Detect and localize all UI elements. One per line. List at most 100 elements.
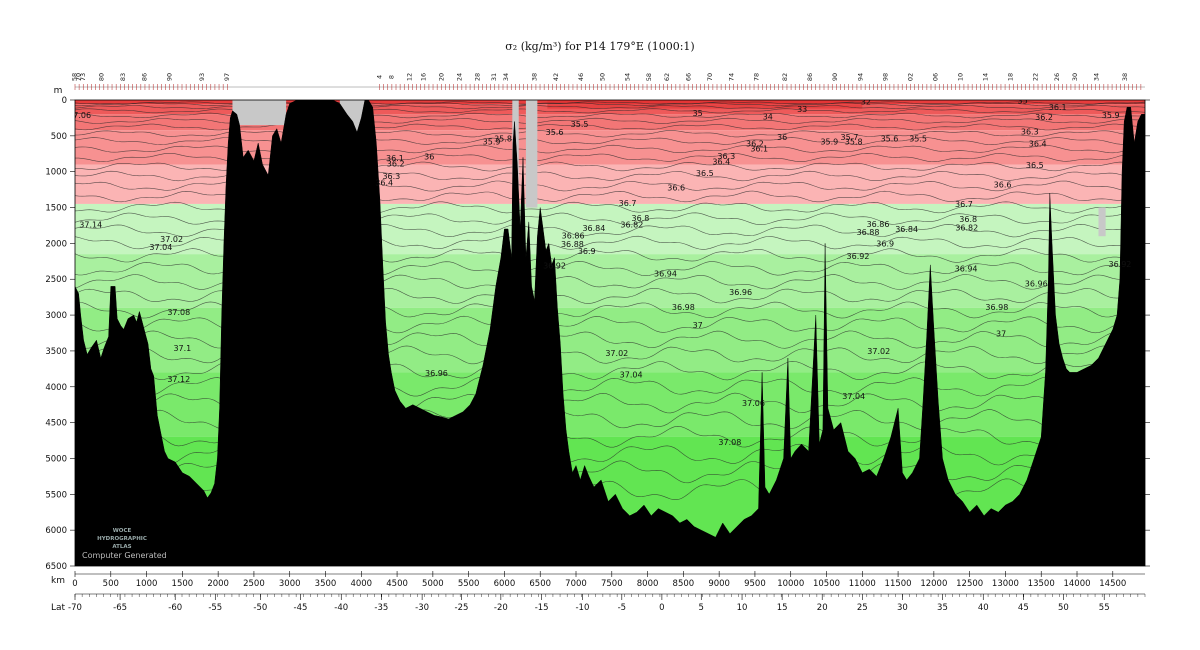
contour-label: 36.84: [582, 224, 605, 233]
station-label: 90: [831, 73, 839, 81]
lat-tick-label: -20: [494, 603, 508, 613]
station-label: 14: [982, 73, 990, 81]
lat-tick-label: -5: [618, 603, 626, 613]
contour-label: 36: [424, 153, 434, 162]
contour-label: 35: [693, 109, 703, 118]
x-tick-label: 13500: [1028, 579, 1055, 589]
x-tick-label: 1500: [172, 579, 194, 589]
density-band: [75, 104, 1145, 115]
contour-label: 36.5: [1026, 161, 1044, 170]
contour-line: [75, 152, 1145, 163]
lat-tick-label: -45: [294, 603, 308, 613]
x-tick-label: 1000: [136, 579, 158, 589]
x-axis: km 0 500 1000 1500 2000 2500 3000 3500 4000 4500 50…: [51, 571, 1145, 589]
x-tick-label: 5500: [458, 579, 480, 589]
y-tick-label: 4500: [45, 419, 67, 429]
x-tick-label: 13000: [992, 579, 1019, 589]
station-label: 22: [1032, 73, 1040, 81]
x-tick-label: 7000: [565, 579, 587, 589]
contour-label: 36.88: [857, 228, 880, 237]
lat-tick-label: 40: [978, 603, 989, 613]
contour-label: 35.6: [881, 135, 899, 144]
station-label: 83: [119, 73, 127, 81]
station-label: 66: [685, 73, 693, 81]
contour-label: 36.2: [1035, 113, 1053, 122]
contour-label: 37.04: [842, 392, 865, 401]
station-label: 06: [931, 73, 939, 81]
watermark-line-1: WOCE: [113, 528, 132, 534]
y-tick-label: 3000: [45, 311, 67, 321]
y-axis: m0 500 1000 1500 2000 2500 3000 3500 4000 4500 500…: [45, 86, 75, 572]
contour-labels: 7.0637.1437.0237.0437.0837.137.1236.136.…: [75, 97, 1131, 447]
contour-label: 37.04: [620, 370, 643, 379]
y-tick-label: 6000: [45, 526, 67, 536]
contour-label: 36.4: [712, 158, 730, 167]
x-tick-label: 7500: [601, 579, 623, 589]
ocean-bottom: [75, 100, 1145, 566]
contour-label: 37.08: [167, 308, 190, 317]
x-tick-label: 5000: [422, 579, 444, 589]
x-tick-label: 4500: [386, 579, 408, 589]
x-tick-label: 14000: [1063, 579, 1090, 589]
x-tick-label: 500: [103, 579, 119, 589]
contour-label: 36.4: [1029, 140, 1047, 149]
station-label: 34: [502, 73, 510, 81]
contour-label: 36.8: [632, 214, 650, 223]
x-tick-label: 0: [72, 579, 77, 589]
contour-label: 36.7: [955, 200, 973, 209]
contour-label: 37.08: [718, 438, 741, 447]
contour-label: 35.9: [483, 137, 501, 146]
contour-label: 36.88: [561, 240, 584, 249]
contour-label: 37.04: [149, 243, 172, 252]
contour-label: 36.4: [375, 178, 393, 187]
lat-tick-label: -30: [415, 603, 429, 613]
station-label: 97: [223, 73, 231, 81]
station-label: 70: [706, 73, 714, 81]
station-label: 10: [957, 73, 965, 81]
contour-label: 37: [693, 321, 703, 330]
lat-tick-label: 10: [737, 603, 748, 613]
y-tick-label: 6500: [45, 562, 67, 572]
lat-tick-label: -60: [168, 603, 182, 613]
station-label: 70: [75, 73, 83, 81]
contour-label: 36.96: [425, 369, 448, 378]
contour-line: [75, 123, 1145, 131]
contour-label: 35.9: [820, 137, 838, 146]
station-label: 4: [375, 75, 383, 79]
contour-label: 36.3: [1021, 127, 1039, 136]
y-tick-label: 500: [51, 132, 67, 142]
station-label: 8: [388, 75, 396, 79]
station-label: 50: [599, 73, 607, 81]
x-tick-label: 8500: [673, 579, 695, 589]
lat-tick-label: -50: [253, 603, 267, 613]
x-tick-label: 12000: [920, 579, 947, 589]
contour-label: 37.02: [605, 349, 628, 358]
bathymetry: [75, 100, 1145, 566]
contour-label: 35.9: [1102, 111, 1120, 120]
station-label: 98: [881, 73, 889, 81]
station-label: 82: [781, 73, 789, 81]
contour-label: 32: [861, 97, 871, 106]
contour-label: 37: [996, 330, 1006, 339]
lat-tick-label: -35: [374, 603, 388, 613]
contour-label: 36.1: [1049, 103, 1067, 112]
no-data-region: [1098, 207, 1106, 237]
watermark-line-2: HYDROGRAPHIC: [97, 536, 147, 542]
station-label: 16: [420, 73, 428, 81]
station-label: 42: [552, 73, 560, 81]
x-tick-label: 14500: [1099, 579, 1126, 589]
x-tick-label: 11000: [849, 579, 876, 589]
x-tick-label: 2000: [207, 579, 229, 589]
contour-label: 36.7: [619, 199, 637, 208]
lat-tick-label: 25: [857, 603, 868, 613]
contour-label: 36.86: [867, 220, 890, 229]
station-label: 12: [405, 73, 413, 81]
x-tick-label: 10500: [813, 579, 840, 589]
station-label: 94: [856, 73, 864, 81]
station-label: 78: [753, 73, 761, 81]
x-tick-label: 8000: [637, 579, 659, 589]
contour-label: 34: [763, 112, 773, 121]
station-label: 30: [1071, 73, 1079, 81]
station-label: 73: [79, 73, 87, 81]
